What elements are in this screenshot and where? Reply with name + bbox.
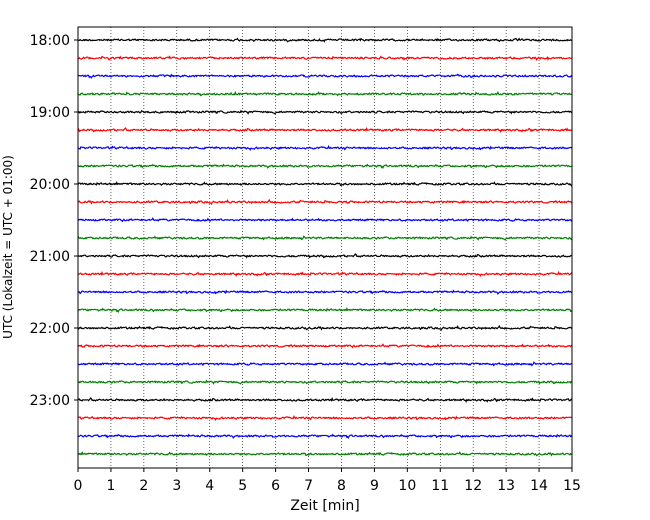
x-tick-label: 4 [205, 478, 214, 494]
plot-frame [77, 26, 573, 469]
trace-2015 [77, 198, 573, 206]
trace-1930 [77, 144, 573, 152]
trace-2115 [77, 270, 573, 278]
x-tick-label: 5 [238, 478, 247, 494]
y-tick-label: 23:00 [30, 393, 70, 409]
y-tick-label: 18:00 [30, 33, 70, 49]
trace-2315 [77, 414, 573, 422]
x-tick-label: 12 [464, 478, 482, 494]
trace-2345 [77, 450, 573, 457]
trace-1945 [77, 163, 573, 170]
x-tick-label: 6 [271, 478, 280, 494]
vertical-grid-lines [110, 27, 540, 468]
x-tick-label: 15 [563, 478, 581, 494]
x-axis-label: Zeit [min] [290, 498, 359, 514]
trace-2300 [77, 396, 573, 404]
y-tick-label: 22:00 [30, 321, 70, 337]
seismic-traces [77, 37, 573, 457]
trace-2100 [77, 253, 573, 259]
trace-1830 [77, 73, 573, 79]
trace-2000 [77, 180, 573, 187]
trace-2145 [77, 306, 573, 314]
trace-2030 [77, 217, 573, 223]
x-tick-label: 9 [370, 478, 379, 494]
trace-1845 [77, 90, 573, 97]
x-tick-label: 1 [106, 478, 115, 494]
y-tick-label: 20:00 [30, 177, 70, 193]
trace-1900 [77, 109, 573, 115]
trace-2330 [77, 433, 573, 440]
x-axis-ticks: 0 1 2 3 4 5 6 7 8 9 10 11 12 13 14 15 [74, 468, 581, 494]
trace-2130 [77, 289, 573, 295]
x-tick-label: 8 [337, 478, 346, 494]
x-tick-label: 11 [431, 478, 449, 494]
trace-1915 [77, 126, 573, 134]
y-tick-label: 19:00 [30, 105, 70, 121]
y-axis-label: UTC (Lokalzeit = UTC + 01:00) [1, 155, 15, 339]
x-tick-label: 2 [139, 478, 148, 494]
trace-2230 [77, 361, 573, 367]
trace-2215 [77, 343, 573, 349]
trace-2200 [77, 324, 573, 332]
x-tick-label: 7 [304, 478, 313, 494]
x-tick-label: 13 [497, 478, 515, 494]
trace-2045 [77, 235, 573, 241]
y-tick-label: 21:00 [30, 249, 70, 265]
trace-1800 [77, 37, 573, 43]
x-tick-label: 14 [530, 478, 548, 494]
x-tick-label: 10 [398, 478, 416, 494]
y-axis-ticks: 18:00 19:00 20:00 21:00 22:00 23:00 [30, 33, 78, 409]
trace-1815 [77, 55, 573, 62]
x-tick-label: 0 [74, 478, 83, 494]
x-tick-label: 3 [172, 478, 181, 494]
trace-2245 [77, 379, 573, 385]
